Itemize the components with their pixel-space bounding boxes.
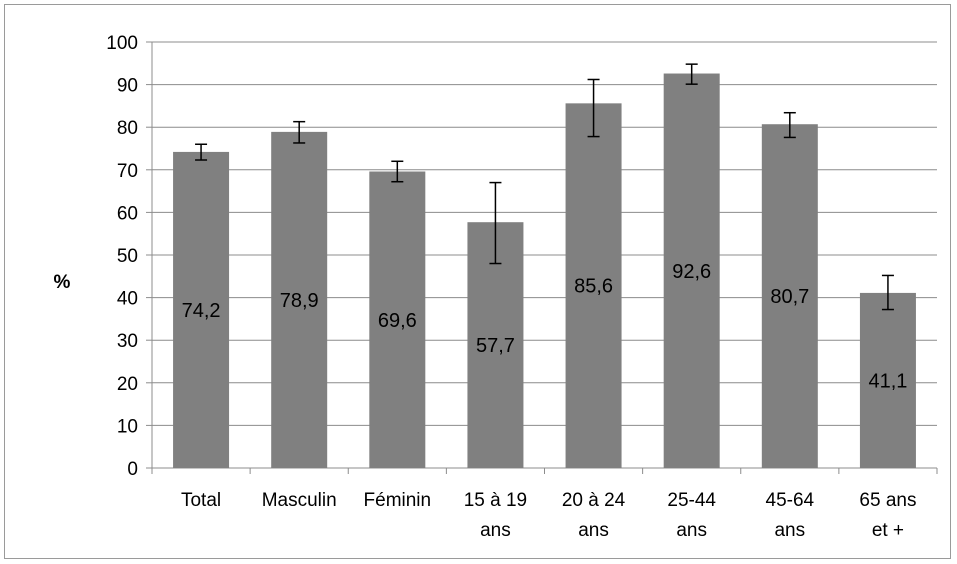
bar-1 [271, 131, 328, 469]
y-tick-label: 80 [117, 118, 138, 139]
y-tick-label: 50 [117, 246, 138, 267]
x-tick-label: ans [774, 520, 805, 541]
y-tick-label: 100 [106, 33, 138, 54]
data-label: 85,6 [574, 276, 613, 298]
data-label: 57,7 [476, 335, 515, 357]
y-tick-label: 90 [117, 76, 138, 97]
data-label: 69,6 [378, 310, 417, 332]
x-tick-label: 65 ans [859, 490, 916, 511]
x-tick-label: et + [872, 520, 904, 541]
x-tick-label: 25-44 [667, 490, 716, 511]
data-label: 74,2 [182, 300, 221, 322]
y-tick-label: 0 [127, 459, 138, 480]
x-tick-label: Féminin [364, 490, 432, 511]
data-label: 80,7 [770, 286, 809, 308]
data-label: 41,1 [868, 370, 907, 392]
x-tick-label: ans [676, 520, 707, 541]
bar-7 [859, 292, 916, 468]
y-tick-label: 60 [117, 203, 138, 224]
data-label: 92,6 [672, 261, 711, 283]
x-tick-label: Masculin [262, 490, 337, 511]
y-axis-label: % [54, 272, 71, 293]
y-tick-label: 70 [117, 161, 138, 182]
x-tick-label: ans [480, 520, 511, 541]
bar-0 [173, 151, 230, 468]
bar-6 [761, 124, 818, 468]
x-tick-label: ans [578, 520, 609, 541]
y-tick-label: 20 [117, 374, 138, 395]
data-label: 78,9 [280, 290, 319, 312]
x-tick-label: 15 à 19 [464, 490, 527, 511]
x-tick-label: Total [181, 490, 221, 511]
bar-5 [663, 73, 720, 469]
bar-2 [369, 171, 426, 468]
bar-4 [565, 103, 622, 469]
y-tick-label: 40 [117, 289, 138, 310]
x-tick-label: 20 à 24 [562, 490, 626, 511]
y-tick-label: 30 [117, 331, 138, 352]
x-tick-label: 45-64 [766, 490, 815, 511]
y-tick-label: 10 [117, 416, 138, 437]
